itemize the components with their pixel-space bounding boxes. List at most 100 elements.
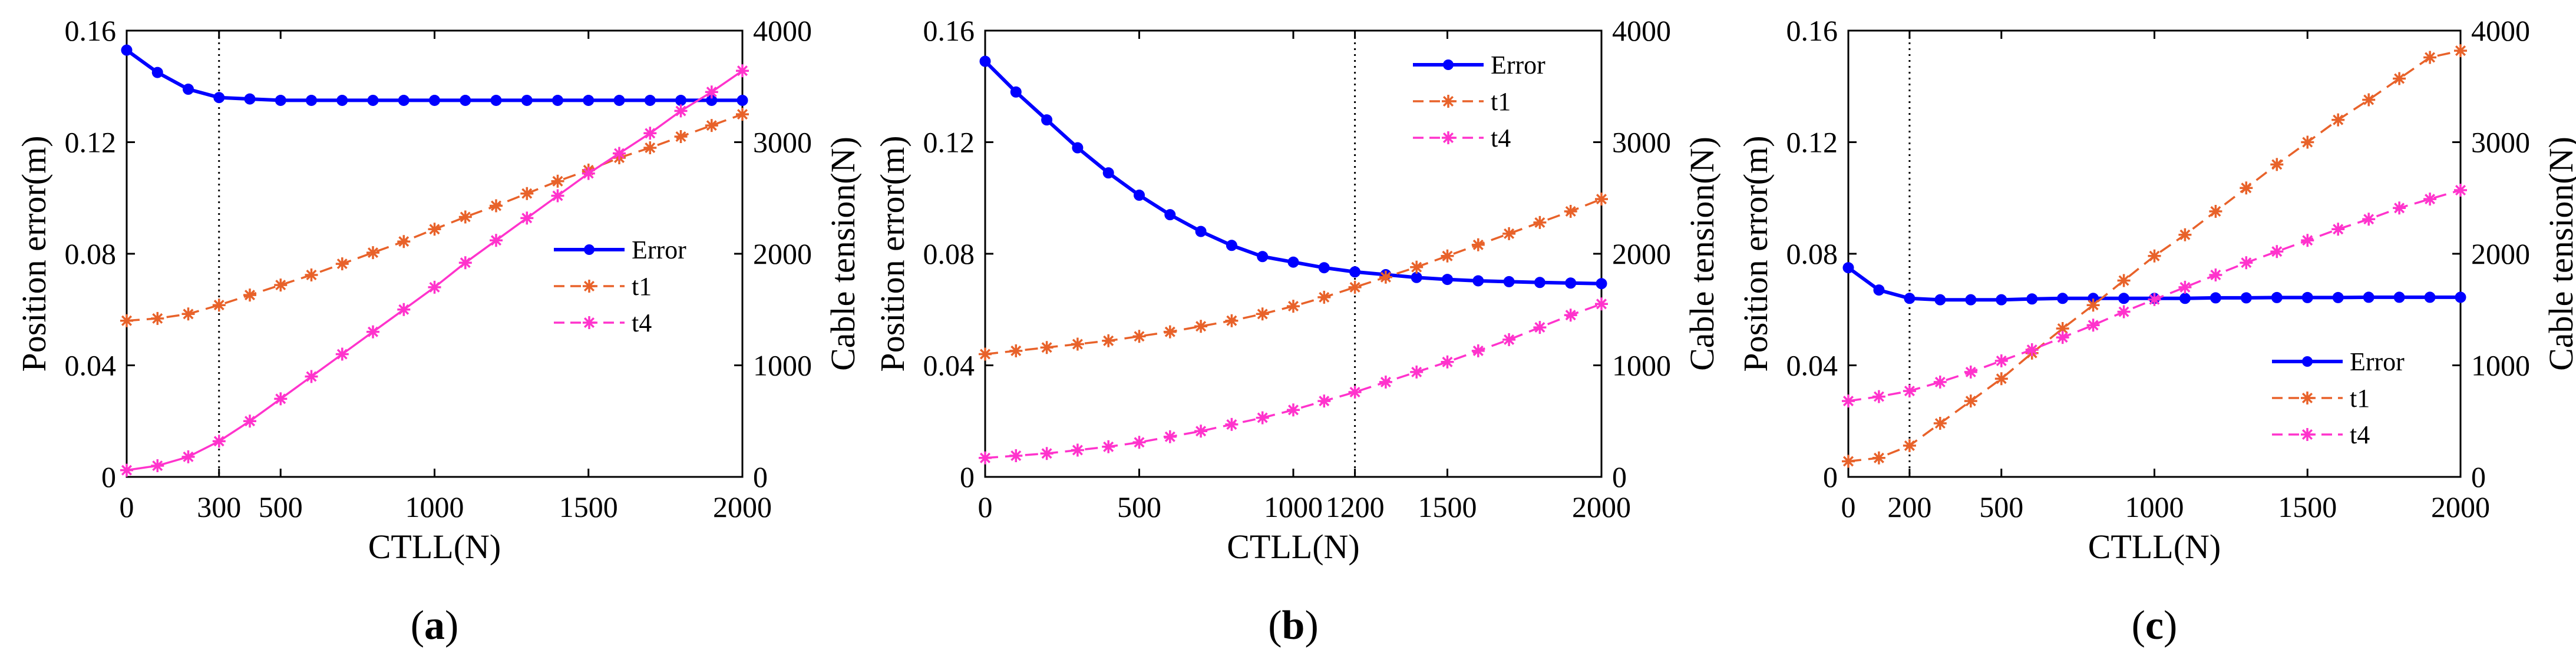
data-point	[2454, 184, 2467, 197]
data-point	[458, 256, 472, 270]
data-point	[2057, 293, 2069, 304]
y-right-axis-title: Cable tension(N)	[824, 137, 862, 371]
data-point	[2362, 93, 2376, 107]
y-left-axis-title: Position error(m)	[1736, 135, 1775, 372]
data-point	[583, 94, 595, 106]
data-point	[428, 280, 441, 294]
data-point	[1565, 277, 1577, 289]
data-point	[1195, 225, 1207, 237]
x-tick-label: 0	[120, 490, 134, 523]
data-point	[552, 94, 563, 106]
y-right-tick-label: 1000	[1612, 349, 1671, 382]
data-point	[2455, 291, 2466, 303]
data-point	[2240, 181, 2253, 195]
data-point	[2178, 280, 2192, 294]
y-right-tick-label: 0	[753, 460, 768, 493]
panel-label: (c)	[2132, 603, 2178, 648]
data-point	[520, 187, 534, 200]
x-tick-label: 1500	[1418, 490, 1477, 523]
data-point	[2026, 293, 2038, 305]
data-point	[674, 104, 688, 118]
x-tick-label: 1000	[1264, 490, 1323, 523]
data-point	[736, 64, 749, 78]
data-point	[736, 108, 749, 121]
x-tick-label: 1000	[405, 490, 464, 523]
data-point	[1964, 365, 1977, 379]
data-point	[643, 141, 657, 154]
data-point	[1442, 274, 1453, 286]
data-point	[1317, 290, 1331, 304]
legend-label-t4: t4	[632, 309, 652, 337]
data-point	[1318, 262, 1330, 274]
data-point	[397, 303, 411, 316]
y-right-tick-label: 2000	[753, 237, 812, 270]
data-point	[305, 268, 318, 281]
y-right-tick-label: 2000	[2471, 237, 2530, 270]
y-right-tick-label: 3000	[1612, 126, 1671, 159]
data-point	[1471, 344, 1485, 357]
x-axis-title: CTLL(N)	[1227, 528, 1360, 566]
y-right-tick-label: 3000	[2471, 126, 2530, 159]
data-point	[335, 347, 349, 361]
data-point	[151, 67, 163, 78]
y-right-tick-label: 4000	[753, 14, 812, 47]
data-point	[428, 223, 441, 236]
y-left-tick-label: 0	[101, 460, 116, 493]
data-point	[1964, 394, 1977, 408]
data-point	[366, 325, 379, 339]
x-tick-label: 200	[1887, 490, 1931, 523]
x-tick-label: 500	[259, 490, 303, 523]
x-tick-label: 500	[1979, 490, 2023, 523]
data-point	[429, 94, 440, 106]
x-tick-label: 300	[197, 490, 241, 523]
panel-label: (a)	[411, 603, 459, 648]
data-point	[1102, 334, 1115, 347]
data-point	[490, 94, 502, 106]
legend-marker	[1443, 59, 1454, 70]
data-point	[1411, 271, 1422, 283]
data-point	[181, 450, 195, 463]
data-point	[613, 147, 626, 160]
y-left-tick-label: 0	[960, 460, 975, 493]
data-point	[551, 174, 564, 188]
data-point	[1009, 344, 1023, 357]
legend: Error t1 t4	[2272, 347, 2405, 449]
x-tick-label: 500	[1117, 490, 1161, 523]
legend-label-error: Error	[2350, 347, 2405, 376]
series-t4	[1842, 184, 2467, 408]
data-point	[582, 167, 595, 180]
series-line	[985, 303, 1602, 459]
x-tick-label: 0	[978, 490, 993, 523]
legend-marker	[584, 244, 595, 255]
data-point	[1596, 278, 1607, 290]
data-point	[2056, 322, 2069, 335]
data-point	[1472, 275, 1484, 287]
data-point	[520, 211, 534, 225]
data-point	[1132, 330, 1146, 343]
series-t1	[1842, 44, 2467, 468]
data-point	[2117, 305, 2131, 319]
data-point	[1072, 142, 1084, 154]
y-left-tick-label: 0.04	[65, 349, 117, 382]
data-point	[398, 94, 409, 106]
data-point	[2393, 72, 2406, 85]
data-point	[1502, 227, 1516, 240]
data-point	[1441, 355, 1454, 369]
data-point	[1842, 262, 1854, 274]
data-point	[705, 85, 718, 99]
data-point	[2118, 293, 2130, 304]
data-point	[1134, 190, 1145, 201]
data-point	[1348, 386, 1362, 399]
data-point	[1256, 307, 1269, 321]
data-point	[244, 93, 256, 105]
x-axis-title: CTLL(N)	[2088, 528, 2221, 566]
data-point	[1410, 260, 1424, 274]
data-point	[2148, 293, 2161, 306]
data-point	[212, 299, 226, 312]
data-point	[2056, 331, 2069, 344]
data-point	[151, 459, 164, 472]
data-point	[2301, 291, 2313, 303]
data-point	[2332, 291, 2344, 303]
data-point	[2025, 343, 2039, 356]
data-point	[1132, 436, 1146, 449]
